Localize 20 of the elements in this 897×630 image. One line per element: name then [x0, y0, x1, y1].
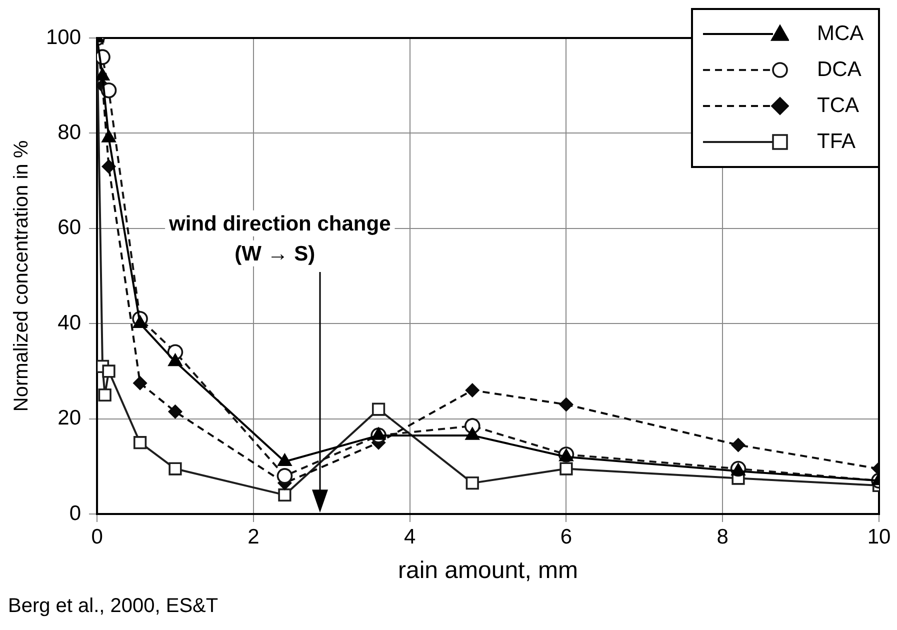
y-tick-label: 40 [58, 311, 82, 334]
x-tick-label: 0 [91, 525, 103, 548]
y-axis-title: Normalized concentration in % [10, 140, 33, 412]
x-tick-label: 2 [248, 525, 260, 548]
legend-label: TCA [817, 94, 859, 118]
annotation: wind direction change (W → S) [168, 212, 391, 266]
x-axis-title: rain amount, mm [398, 557, 578, 584]
legend-label: MCA [817, 22, 864, 46]
y-tick-label: 20 [58, 406, 82, 430]
y-tick-label: 100 [46, 26, 82, 49]
y-tick-label: 60 [58, 216, 82, 240]
x-tick-label: 6 [560, 525, 572, 548]
y-tick-label: 0 [69, 502, 82, 525]
x-tick-label: 4 [404, 525, 416, 548]
legend-label: TFA [817, 130, 856, 154]
legend-label: DCA [817, 58, 862, 82]
text: Berg et al., 2000, ES&T [8, 595, 218, 617]
x-tick-label: 10 [867, 525, 891, 548]
y-tick-label: 80 [58, 120, 82, 144]
x-tick-label: 8 [716, 525, 728, 548]
